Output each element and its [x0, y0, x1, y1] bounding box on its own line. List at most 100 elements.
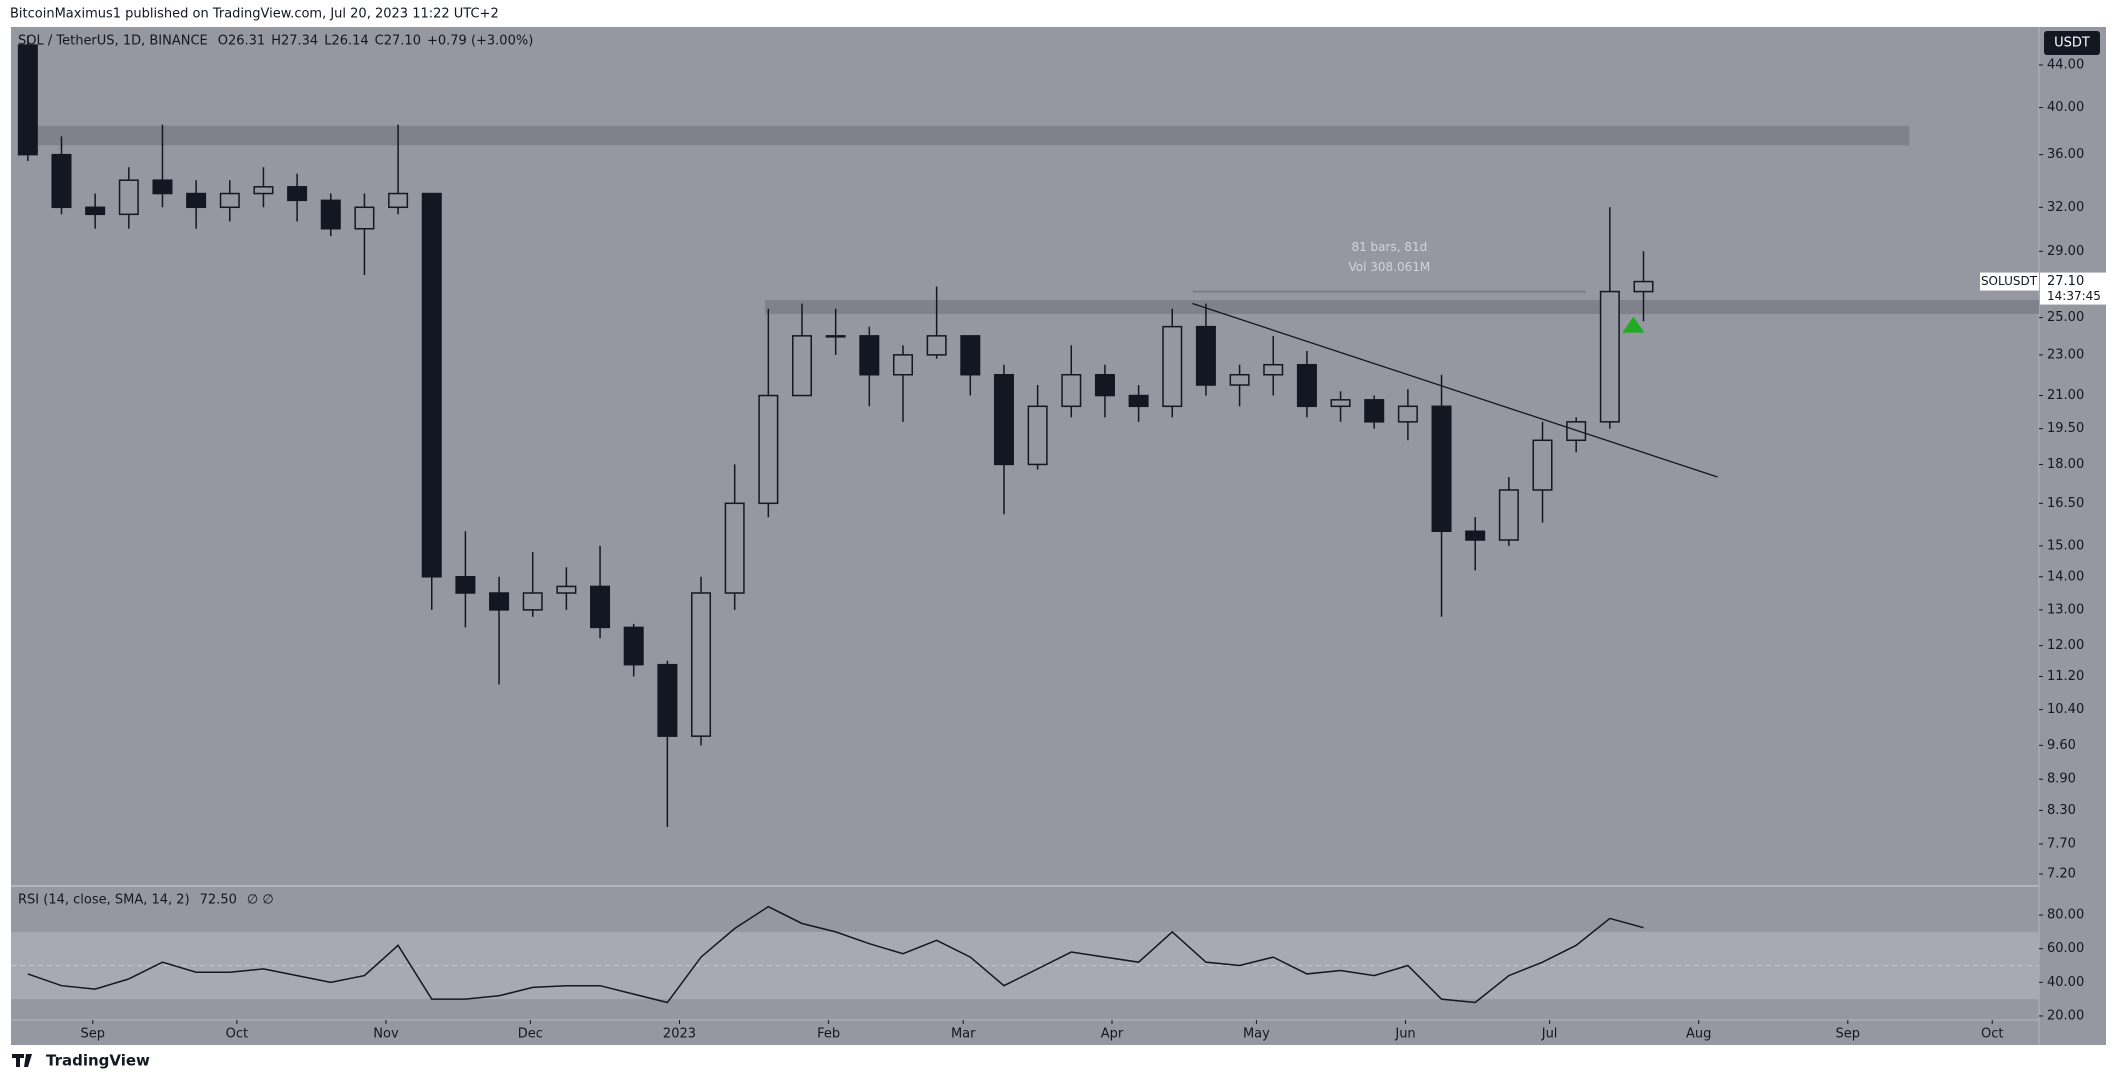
candle-body [623, 626, 644, 666]
candle-body [993, 373, 1014, 466]
candle-body [1128, 394, 1149, 408]
x-tick-label: Oct [1981, 1027, 2003, 1042]
symbol-tag-box [1980, 272, 2039, 291]
y-tick-label: 12.00 [2047, 638, 2084, 653]
candle-body [1498, 489, 1519, 541]
y-tick-label: 8.90 [2047, 772, 2076, 787]
countdown: 14:37:45 [2047, 289, 2101, 303]
x-tick-label: Jul [1541, 1027, 1558, 1042]
last-price-box [2040, 272, 2110, 305]
candle-body [1229, 373, 1250, 386]
candle-body [1397, 405, 1418, 423]
y-tick-label: 10.40 [2047, 702, 2084, 717]
y-tick-label: 9.60 [2047, 738, 2076, 753]
candle-body [1566, 421, 1587, 442]
y-tick-label: 40.00 [2047, 100, 2084, 115]
y-tick-label: 44.00 [2047, 57, 2084, 72]
candle-body [892, 354, 913, 376]
y-tick-label: 23.00 [2047, 347, 2084, 362]
currency-button[interactable] [2044, 31, 2100, 55]
candle-body [724, 502, 745, 594]
y-tick-label: 60.00 [2047, 941, 2084, 956]
candle-body [590, 585, 611, 629]
candle-body [1330, 399, 1351, 408]
candle-body [1061, 373, 1082, 408]
x-tick-label: Sep [1836, 1027, 1861, 1042]
candle-body [1633, 280, 1654, 293]
symbol-tag: SOLUSDT [1981, 274, 2038, 288]
candle-body [657, 663, 678, 737]
y-tick-label: 8.30 [2047, 803, 2076, 818]
candle-body [1364, 399, 1385, 423]
y-tick-label: 11.20 [2047, 669, 2084, 684]
y-tick-label: 21.00 [2047, 388, 2084, 403]
candle-body [1094, 373, 1115, 397]
candle-body [1431, 405, 1452, 533]
candle-body [1296, 363, 1317, 408]
candle-body [960, 335, 981, 376]
rsi-legend-extra: ∅ ∅ [247, 893, 274, 908]
candle-body [17, 44, 38, 156]
y-tick-label: 15.00 [2047, 538, 2084, 553]
candle-body [1162, 325, 1183, 408]
x-tick-label: 2023 [663, 1027, 696, 1042]
y-tick-label: 16.50 [2047, 496, 2084, 511]
resistance-zone [37, 125, 1910, 146]
candle-body [421, 192, 442, 578]
x-tick-label: Dec [518, 1027, 543, 1042]
candle-body [1465, 530, 1486, 541]
candle-body [354, 206, 375, 230]
y-tick-label: 19.50 [2047, 421, 2084, 436]
x-tick-label: Oct [226, 1027, 248, 1042]
measure-volume: Vol 308.061M [1348, 260, 1430, 274]
candle-body [1263, 363, 1284, 376]
rsi-line [27, 905, 1644, 1004]
y-tick-label: 32.00 [2047, 200, 2084, 215]
candle-body [489, 592, 510, 611]
plot: SOL / TetherUS, 1D, BINANCE O26.31 H27.34 L… [11, 31, 2110, 1042]
candle-body [825, 335, 846, 338]
x-tick-label: Aug [1686, 1027, 1711, 1042]
candle-body [219, 192, 240, 209]
y-tick-label: 80.00 [2047, 908, 2084, 923]
candle-body [691, 592, 712, 737]
candle-body [758, 394, 779, 505]
x-tick-label: Jun [1394, 1027, 1415, 1042]
last-price: 27.10 [2047, 274, 2084, 289]
candle-body [320, 199, 341, 230]
candle-body [85, 206, 106, 216]
candle-body [118, 179, 139, 216]
candle-body [791, 335, 813, 397]
candle-body [1027, 405, 1048, 466]
symbol-legend: SOL / TetherUS, 1D, BINANCE [18, 34, 208, 49]
candle-body [152, 179, 173, 195]
candle-body [556, 585, 577, 594]
footer-logo-text: TradingView [46, 1052, 150, 1070]
chart-area [11, 27, 2106, 1045]
candle-body [926, 335, 947, 356]
publisher: BitcoinMaximus1 published on TradingView… [10, 7, 499, 22]
y-tick-label: 14.00 [2047, 569, 2084, 584]
y-tick-label: 18.00 [2047, 457, 2084, 472]
y-tick-label: 20.00 [2047, 1008, 2084, 1023]
candle-body [287, 186, 308, 202]
candle-body [1532, 439, 1553, 491]
currency-label: USDT [2054, 36, 2090, 51]
x-tick-label: May [1243, 1027, 1270, 1042]
ohlc-value: +0.79 (+3.00%) [427, 34, 533, 49]
candle-body [1195, 325, 1216, 386]
ohlc-value: L26.14 [324, 34, 368, 49]
candle-body [859, 335, 880, 376]
x-tick-label: Mar [951, 1027, 976, 1042]
y-tick-label: 36.00 [2047, 147, 2084, 162]
y-tick-label: 29.00 [2047, 244, 2084, 259]
candle-body [51, 153, 72, 209]
y-tick-label: 7.70 [2047, 836, 2076, 851]
x-tick-label: Nov [373, 1027, 399, 1042]
x-tick-label: Feb [817, 1027, 840, 1042]
ohlc-value: C27.10 [375, 34, 421, 49]
y-tick-label: 7.20 [2047, 866, 2076, 881]
signal-marker [1622, 316, 1645, 333]
ohlc-value: H27.34 [271, 34, 318, 49]
